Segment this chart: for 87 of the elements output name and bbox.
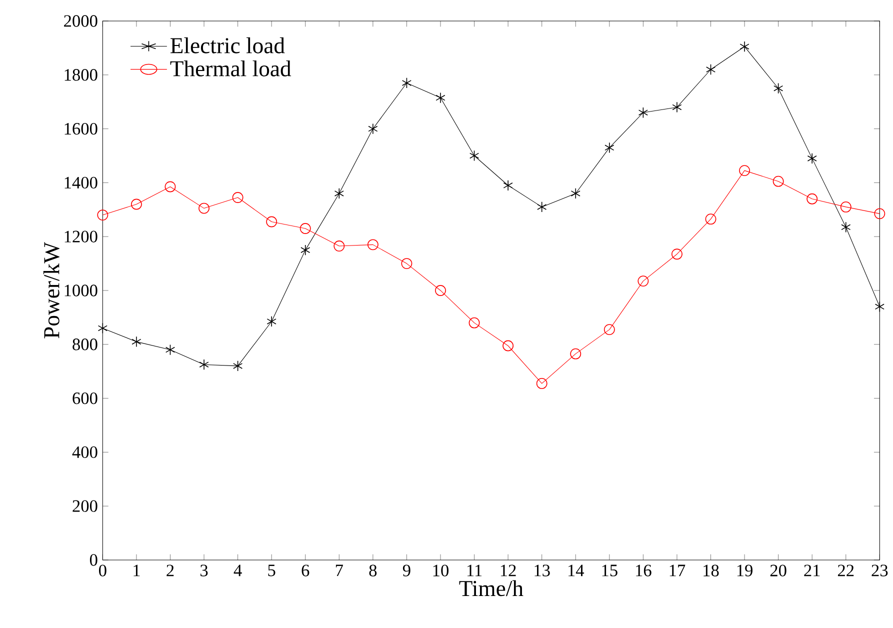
point xyxy=(807,152,817,164)
y-axis-title: Power/kW xyxy=(43,242,60,338)
point xyxy=(233,360,243,372)
point xyxy=(401,258,412,270)
x-tick-label: 6 xyxy=(302,564,310,576)
point xyxy=(165,344,176,356)
point xyxy=(739,165,750,176)
y-tick-label: 0 xyxy=(90,554,98,566)
y-tick-label: 600 xyxy=(72,392,98,404)
point xyxy=(840,201,852,212)
y-tick-label: 1800 xyxy=(64,69,98,81)
x-tick-label: 19 xyxy=(737,564,752,576)
point xyxy=(570,188,580,199)
y-tick-label: 1600 xyxy=(64,122,98,135)
point xyxy=(772,176,784,187)
point xyxy=(468,317,480,328)
point xyxy=(300,223,311,234)
point xyxy=(98,322,108,334)
point xyxy=(198,202,210,214)
x-axis-title: Time/h xyxy=(459,580,524,596)
point xyxy=(130,198,142,210)
x-tick-label: 16 xyxy=(636,564,652,576)
x-tick-label: 4 xyxy=(234,564,242,576)
y-tick-label: 400 xyxy=(72,446,98,458)
point xyxy=(536,378,548,389)
point xyxy=(672,102,682,113)
point xyxy=(367,239,378,250)
point xyxy=(604,142,614,154)
point xyxy=(570,348,582,360)
x-tick-label: 11 xyxy=(467,564,482,576)
x-tick-label: 23 xyxy=(872,564,888,576)
x-tick-label: 1 xyxy=(134,564,140,576)
point xyxy=(402,78,412,88)
x-tick-label: 18 xyxy=(704,564,719,576)
point xyxy=(164,181,176,192)
point xyxy=(334,240,345,252)
x-tick-label: 5 xyxy=(268,564,276,576)
y-tick-label: 2000 xyxy=(64,15,98,27)
point xyxy=(638,107,648,118)
point xyxy=(706,64,716,75)
point xyxy=(368,123,378,134)
point xyxy=(874,208,886,220)
x-tick-label: 14 xyxy=(568,564,584,576)
x-tick-label: 10 xyxy=(433,564,448,576)
point xyxy=(874,301,884,312)
point xyxy=(266,216,278,228)
y-tick-label: 200 xyxy=(72,500,98,512)
point xyxy=(502,340,514,352)
point xyxy=(537,201,547,212)
x-tick-label: 17 xyxy=(670,564,686,576)
y-tick-label: 1400 xyxy=(64,176,98,189)
point xyxy=(469,150,480,162)
x-tick-label: 12 xyxy=(500,564,516,576)
point xyxy=(199,359,209,370)
point xyxy=(435,285,446,296)
point xyxy=(436,92,446,104)
point xyxy=(300,244,310,256)
point xyxy=(672,248,682,260)
point xyxy=(503,180,513,191)
legend-label: Thermal load xyxy=(170,60,292,76)
x-tick-label: 0 xyxy=(99,564,106,576)
point xyxy=(806,193,818,204)
x-tick-label: 15 xyxy=(602,564,618,576)
y-tick-label: 800 xyxy=(72,338,98,350)
x-tick-label: 3 xyxy=(200,564,208,576)
point xyxy=(841,222,851,233)
x-tick-label: 8 xyxy=(369,564,377,576)
point xyxy=(232,192,244,203)
point xyxy=(334,188,344,199)
point xyxy=(705,214,716,225)
point xyxy=(604,324,615,336)
point xyxy=(740,41,750,52)
point xyxy=(774,82,784,94)
point xyxy=(638,276,649,287)
x-tick-label: 20 xyxy=(770,564,786,576)
point xyxy=(266,316,276,327)
x-tick-label: 7 xyxy=(336,564,343,576)
x-tick-label: 13 xyxy=(534,564,550,576)
point xyxy=(97,210,108,220)
x-tick-label: 22 xyxy=(838,564,854,576)
legend-label: Electric load xyxy=(170,37,285,54)
y-tick-label: 1200 xyxy=(64,230,98,242)
x-tick-label: 2 xyxy=(166,564,174,576)
x-tick-label: 9 xyxy=(402,564,410,576)
y-tick-label: 1000 xyxy=(64,284,98,296)
x-tick-label: 21 xyxy=(804,564,820,576)
point xyxy=(132,336,142,348)
